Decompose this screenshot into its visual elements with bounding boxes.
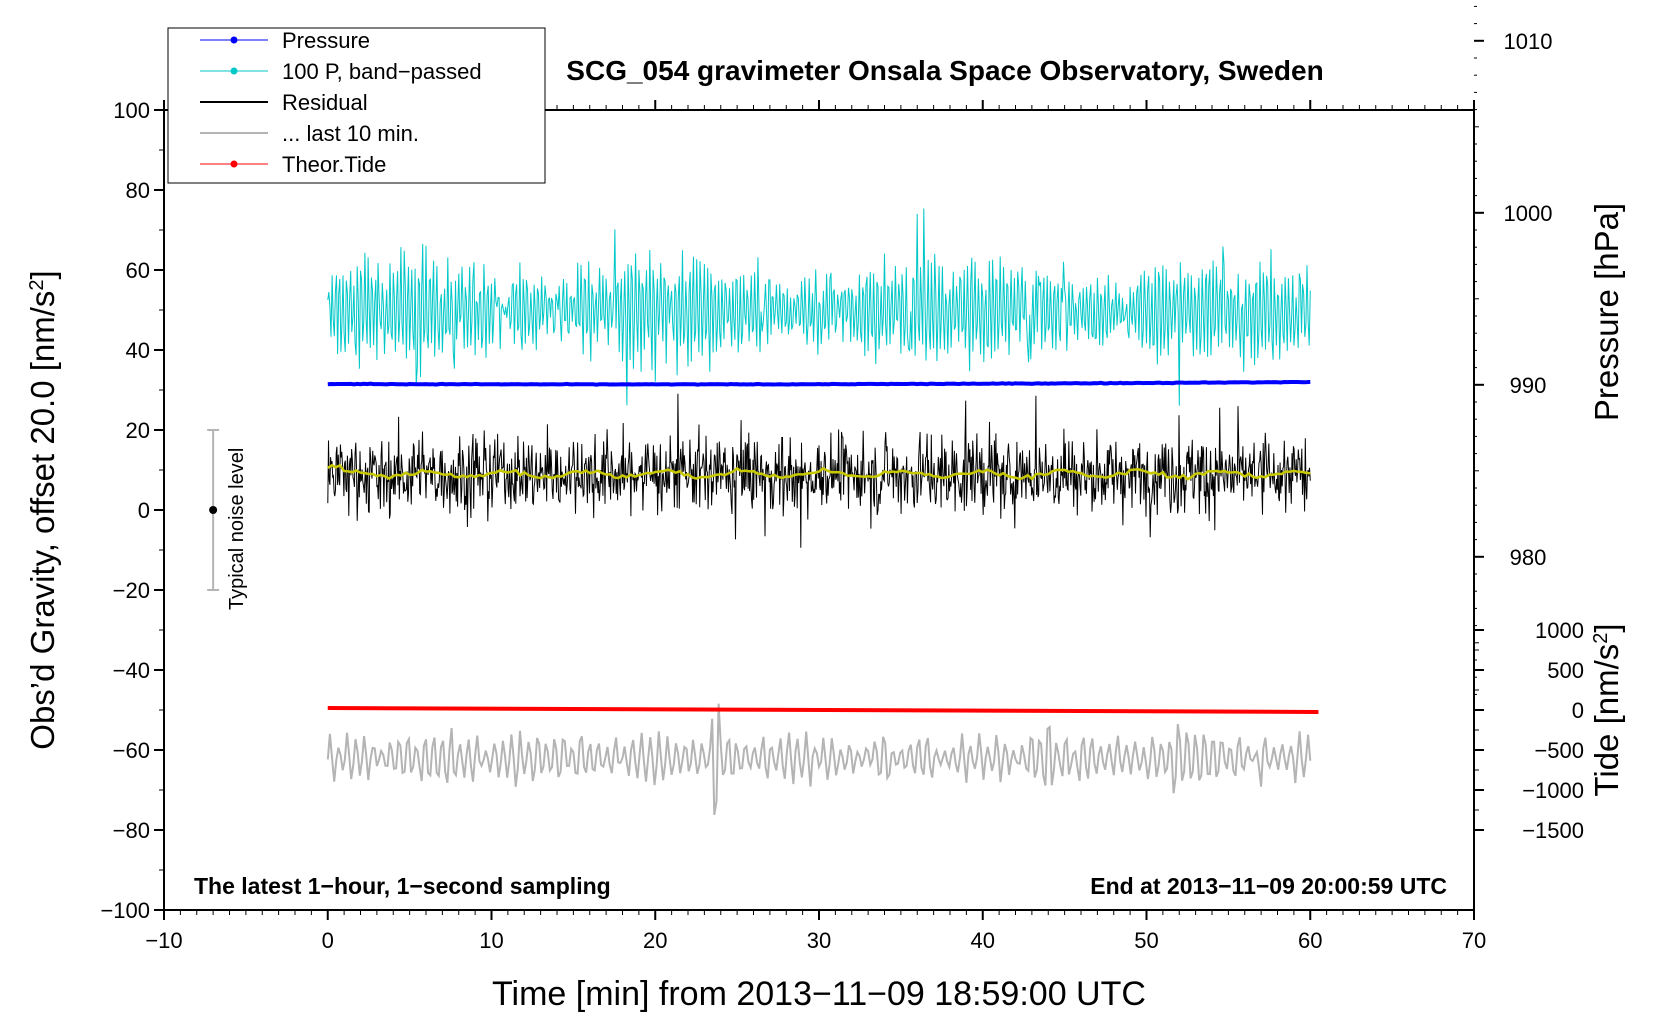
series-theor-tide-line	[327, 706, 1319, 714]
y-tick-label: 0	[138, 498, 150, 523]
tide-axis-label-suffix: ]	[1588, 623, 1625, 632]
tide-axis-label: Tide [nm/s2]	[1588, 623, 1625, 796]
x-tick-label: 20	[643, 928, 667, 953]
y-tick-label: 20	[126, 418, 150, 443]
noise-bar-center-point	[209, 506, 218, 514]
x-tick-label: 40	[971, 928, 995, 953]
y-tick-label: 80	[126, 178, 150, 203]
legend-marker-pressure	[230, 36, 238, 44]
tide-tick-label: −1500	[1522, 818, 1584, 843]
pressure-tick-label: 990	[1510, 373, 1547, 398]
legend-label-residual: Residual	[282, 90, 368, 115]
axis-ticks: −10 0 10 20 30 40 50 60 70−100−80−60−40−20020406…	[100, 5, 1584, 953]
plot-frame	[163, 109, 1475, 911]
legend-label-theor-tide: Theor.Tide	[282, 152, 386, 177]
y-tick-label: −80	[113, 818, 150, 843]
legend: Pressure 100 P, band−passed Residual ...…	[167, 27, 546, 184]
pressure-tick-label: 1010	[1504, 29, 1553, 54]
legend-marker-theor-tide	[230, 160, 238, 168]
y-tick-label: −40	[113, 658, 150, 683]
x-tick-label: 10	[479, 928, 503, 953]
y-tick-label: 60	[126, 258, 150, 283]
series-last-10-min-line	[326, 703, 1312, 816]
tide-tick-label: 0	[1572, 698, 1584, 723]
y-axis-label-suffix: ]	[24, 270, 61, 279]
y-axis-label: Obs’d Gravity, offset 20.0 [nm/s2]	[24, 270, 61, 749]
tide-axis-label-text: Tide [nm/s	[1588, 644, 1625, 797]
y-tick-label: −60	[113, 738, 150, 763]
y-axis-label-superscript: 2	[26, 279, 48, 290]
series-pressure-line	[327, 379, 1311, 387]
x-tick-label: 50	[1134, 928, 1158, 953]
legend-label-pressure: Pressure	[282, 28, 370, 53]
tide-tick-label: 1000	[1535, 618, 1584, 643]
y-tick-label: −100	[100, 898, 150, 923]
x-tick-label: 70	[1462, 928, 1486, 953]
legend-label-last-10-min: ... last 10 min.	[282, 121, 419, 146]
noise-bar-label: Typical noise level	[226, 448, 248, 610]
x-tick-label: 0	[322, 928, 334, 953]
tide-tick-label: −500	[1534, 738, 1584, 763]
x-axis-label: Time [min] from 2013−11−09 18:59:00 UTC	[492, 975, 1146, 1013]
noise-bar: Typical noise level	[207, 429, 248, 610]
pressure-axis-label: Pressure [hPa]	[1588, 203, 1625, 421]
annotation-sampling: The latest 1−hour, 1−second sampling	[194, 873, 611, 899]
chart-title: SCG_054 gravimeter Onsala Space Observat…	[566, 55, 1323, 86]
annotation-end-time: End at 2013−11−09 20:00:59 UTC	[1090, 873, 1447, 899]
tide-axis-label-superscript: 2	[1590, 633, 1612, 644]
pressure-tick-label: 1000	[1504, 201, 1553, 226]
legend-marker-bandpassed	[230, 67, 238, 75]
series-bandpassed-line	[327, 208, 1311, 406]
tide-tick-label: 500	[1547, 658, 1584, 683]
series-residual-smoothed-line	[327, 463, 1311, 481]
x-tick-label: 60	[1298, 928, 1322, 953]
pressure-tick-label: 980	[1510, 545, 1547, 570]
legend-label-bandpassed: 100 P, band−passed	[282, 59, 482, 84]
data-series	[326, 208, 1319, 816]
y-tick-label: −20	[113, 578, 150, 603]
y-tick-label: 100	[113, 98, 150, 123]
y-axis-label-text: Obs’d Gravity, offset 20.0 [nm/s	[24, 291, 61, 750]
tide-tick-label: −1000	[1522, 778, 1584, 803]
series-residual-line	[327, 393, 1311, 548]
y-tick-label: 40	[126, 338, 150, 363]
x-tick-label: 30	[807, 928, 831, 953]
x-tick-label: −10	[145, 928, 182, 953]
legend-box	[167, 27, 546, 184]
